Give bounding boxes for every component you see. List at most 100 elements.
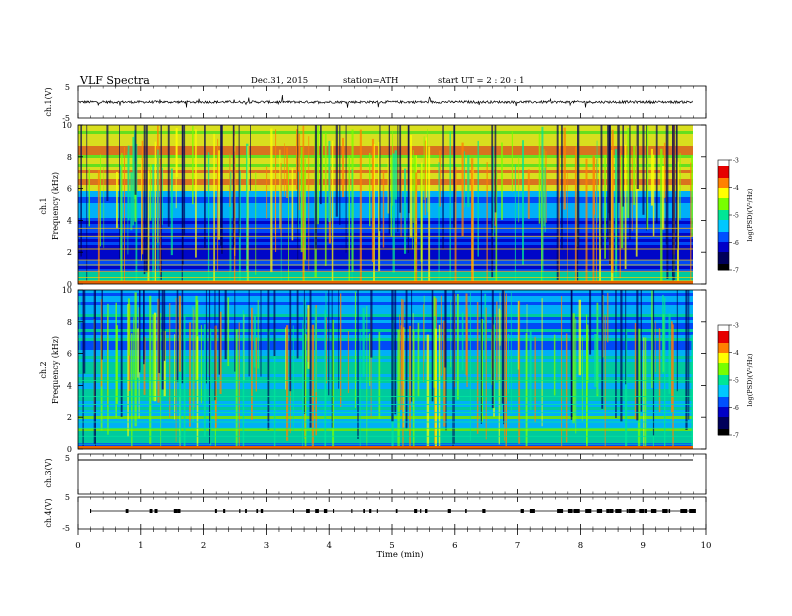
spec-row xyxy=(78,221,693,224)
spec-streak xyxy=(594,334,597,387)
spec-streak xyxy=(624,144,627,270)
spec-streak xyxy=(275,129,277,252)
spec-streak xyxy=(154,141,157,284)
ch4-pulse xyxy=(173,509,178,513)
colorbar-cell xyxy=(718,252,729,255)
spec-streak xyxy=(141,140,144,255)
spec-streak xyxy=(153,312,157,402)
spec-row xyxy=(78,143,693,146)
colorbar-tick-label: -6 xyxy=(733,240,739,247)
spec-dark-streak xyxy=(501,290,504,404)
spec-dark-streak xyxy=(80,125,82,257)
colorbar-cell xyxy=(718,266,729,269)
spec-row xyxy=(78,257,693,260)
colorbar-cell xyxy=(718,399,729,402)
ch4-pulse xyxy=(125,509,129,513)
spec-streak xyxy=(324,133,327,266)
spec-streak xyxy=(369,333,371,386)
x-tick-label: 10 xyxy=(701,541,712,551)
spec-row xyxy=(78,275,693,278)
spec-streak xyxy=(586,324,589,383)
ch1-waveform xyxy=(77,94,693,108)
spec-streak xyxy=(378,142,381,271)
spec-row xyxy=(78,272,693,275)
spec-row xyxy=(78,437,693,440)
colorbar-cell xyxy=(718,184,729,187)
spec-streak xyxy=(141,160,142,261)
spec-streak xyxy=(596,140,598,223)
spec-streak xyxy=(663,142,666,198)
spec-dark-streak xyxy=(163,290,166,361)
colorbar-cell xyxy=(718,258,729,261)
spec-streak xyxy=(599,158,601,284)
ch4-pulse xyxy=(149,509,153,513)
spec-dark-streak xyxy=(556,125,559,280)
spec-dark-streak xyxy=(608,125,611,221)
spec-streak xyxy=(679,153,681,220)
colorbar-cell xyxy=(718,433,729,436)
ch2-spec-ylabel-line2: Frequency (kHz) xyxy=(51,336,60,404)
spec-dark-streak xyxy=(248,290,250,377)
spec-streak xyxy=(690,162,692,284)
ch4-pulse xyxy=(376,509,378,513)
spec-dark-streak xyxy=(676,125,678,250)
spec-streak xyxy=(304,158,306,260)
spec-row xyxy=(78,314,693,317)
spec-dark-streak xyxy=(577,125,579,281)
spec-dark-streak xyxy=(642,125,645,215)
ch4-pulse xyxy=(223,509,226,513)
spec-dark-streak xyxy=(453,290,455,445)
spec-row xyxy=(78,266,693,269)
spec-dark-streak xyxy=(224,290,227,360)
spec-streak xyxy=(392,130,393,206)
colorbar-cell xyxy=(718,218,729,221)
colorbar-cell xyxy=(718,200,729,203)
spec-dark-streak xyxy=(666,125,669,279)
ch4-ytick-bottom: -5 xyxy=(62,524,70,533)
spec-row xyxy=(78,197,693,200)
spec-streak xyxy=(658,328,661,413)
colorbar-cell xyxy=(718,260,729,263)
spec-streak xyxy=(522,140,524,265)
spec-streak xyxy=(534,336,536,423)
spec-dark-streak xyxy=(620,290,623,422)
colorbar-cell xyxy=(718,431,729,434)
figure-title: VLF Spectra xyxy=(79,74,150,87)
spec-streak xyxy=(496,301,498,382)
spec-streak xyxy=(359,329,361,449)
colorbar-cell xyxy=(718,222,729,225)
spec-streak xyxy=(218,150,220,240)
spec-bottom-band xyxy=(78,281,693,284)
ch4-pulse xyxy=(596,509,603,513)
colorbar-cell xyxy=(718,375,729,378)
spec-streak xyxy=(567,171,568,284)
ch1-panel: 5 -5 ch.1(V) xyxy=(44,83,707,123)
spec-streak xyxy=(362,307,365,377)
colorbar-cell xyxy=(718,383,729,386)
spec-row xyxy=(78,296,693,299)
spec-streak xyxy=(438,162,440,284)
ch3-ytick-top: 5 xyxy=(65,454,70,463)
spec-streak xyxy=(469,292,471,441)
spec-streak xyxy=(107,303,109,435)
spec-dark-streak xyxy=(491,290,494,409)
ch4-pulse xyxy=(395,509,398,513)
spec-streak xyxy=(450,300,452,368)
colorbar-cell xyxy=(718,204,729,207)
spec-streak xyxy=(369,152,371,227)
spec-streak xyxy=(308,136,310,271)
x-tick-label: 3 xyxy=(264,541,269,551)
spec-dark-streak xyxy=(93,290,96,445)
spec-dark-streak xyxy=(617,125,620,203)
spec-streak xyxy=(672,324,674,449)
x-tick-label: 9 xyxy=(640,541,645,551)
spec-streak xyxy=(314,307,317,393)
colorbar-cell xyxy=(718,373,729,376)
spec-row xyxy=(78,413,693,416)
ch4-pulse xyxy=(482,509,486,513)
spec-dark-streak xyxy=(167,125,170,227)
spec-streak xyxy=(304,334,307,449)
spec-streak xyxy=(230,171,232,272)
spec-streak xyxy=(157,149,159,284)
